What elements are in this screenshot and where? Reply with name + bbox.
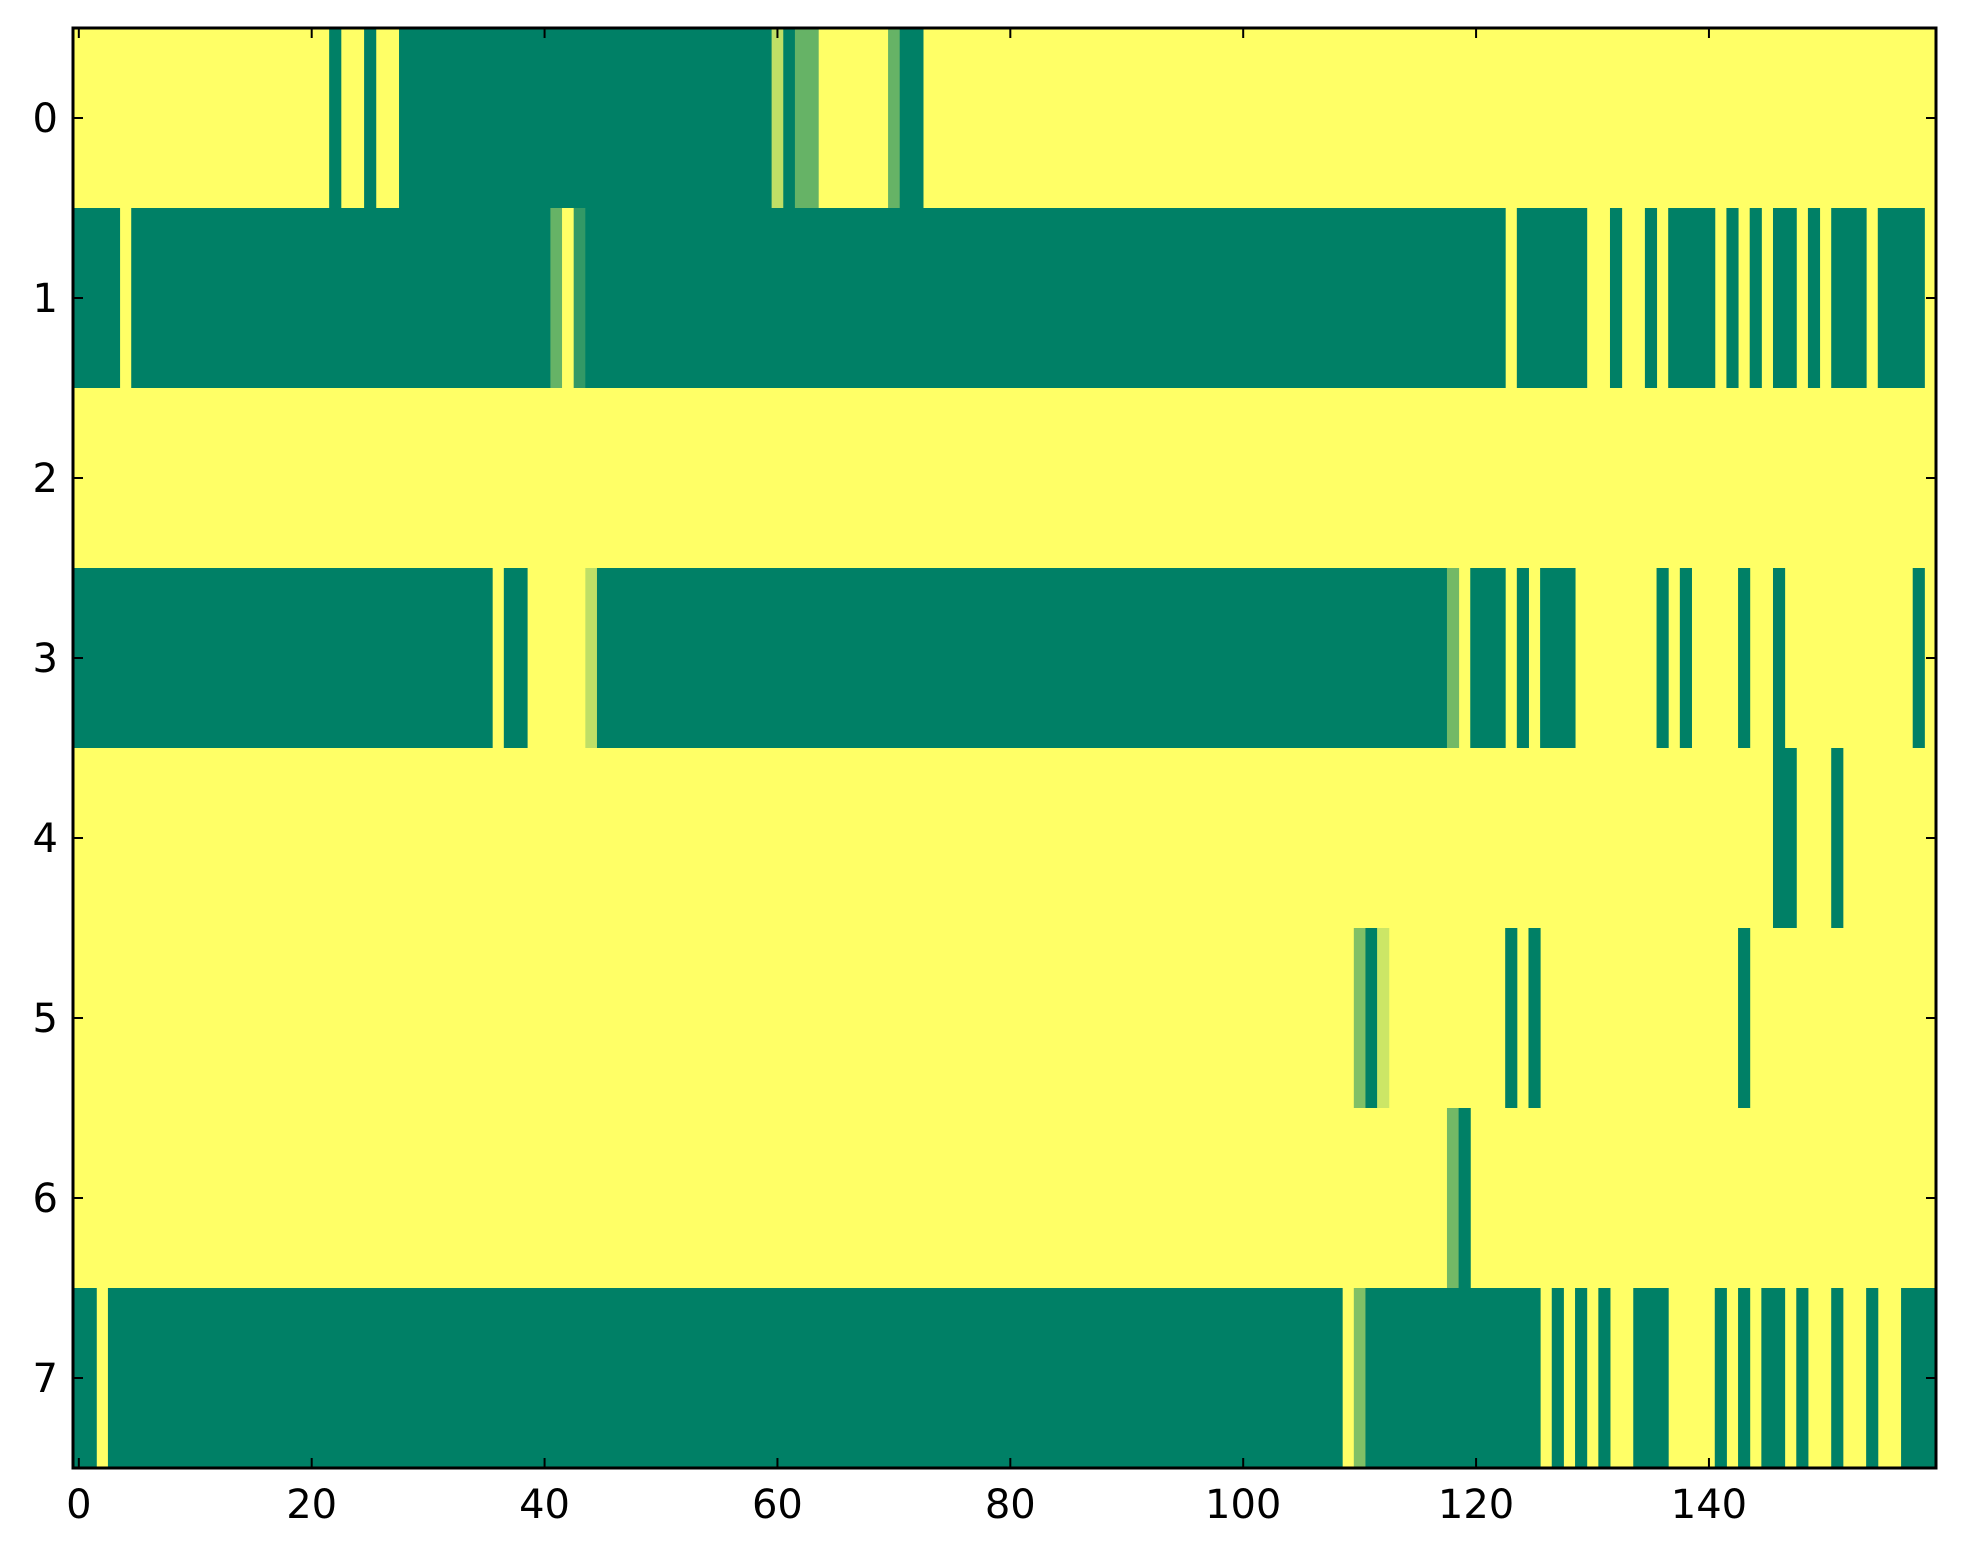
- heatmap-cell: [1738, 1288, 1751, 1469]
- heatmap-cell: [1679, 568, 1692, 749]
- x-tick-label: 100: [1205, 1482, 1281, 1528]
- heatmap-cell: [899, 28, 912, 209]
- heatmap-cell: [1353, 928, 1366, 1109]
- plot-frame: [71, 26, 1938, 1470]
- heatmap-cell: [1516, 568, 1529, 749]
- heatmap-cells: [73, 28, 1937, 1469]
- heatmap-cell: [399, 28, 773, 209]
- heatmap-cell: [596, 568, 1448, 749]
- heatmap-cell: [1516, 208, 1588, 389]
- heatmap-cell: [1738, 928, 1751, 1109]
- heatmap-cell: [364, 28, 377, 209]
- heatmap-cell: [1551, 1288, 1564, 1469]
- heatmap-cell: [1644, 208, 1658, 389]
- x-tick-label: 0: [66, 1482, 91, 1528]
- axis-ticks: [73, 28, 1936, 1468]
- heatmap-cell: [1633, 1288, 1669, 1469]
- heatmap-cell: [1446, 568, 1460, 749]
- x-tick-label: 60: [752, 1482, 803, 1528]
- heatmap-cell: [562, 208, 575, 389]
- heatmap-cell: [1796, 1288, 1809, 1469]
- heatmap-cell: [1609, 208, 1623, 389]
- heatmap-cell: [1831, 1288, 1844, 1469]
- heatmap-cell: [1877, 208, 1925, 389]
- heatmap-cell: [794, 28, 808, 209]
- y-tick-label: 7: [33, 1356, 58, 1402]
- heatmap-cell: [1749, 208, 1762, 389]
- x-tick-label: 120: [1438, 1482, 1514, 1528]
- heatmap-cell: [1738, 568, 1751, 749]
- heatmap-cell: [771, 28, 784, 209]
- heatmap-cell: [911, 28, 924, 209]
- heatmap-cell: [1912, 568, 1925, 749]
- heatmap-cell: [573, 208, 586, 389]
- y-tick-label: 2: [33, 456, 58, 502]
- heatmap-cell: [1540, 568, 1576, 749]
- heatmap-cell: [550, 208, 563, 389]
- heatmap-cell: [888, 28, 901, 209]
- heatmap-cell: [1831, 748, 1844, 929]
- heatmap-row-5: [73, 928, 1937, 1109]
- x-tick-label: 140: [1671, 1482, 1747, 1528]
- heatmap-cell: [585, 568, 598, 749]
- heatmap-cell: [1470, 568, 1506, 749]
- heatmap-cell: [783, 28, 796, 209]
- heatmap-cell: [806, 28, 819, 209]
- heatmap-cell: [1831, 208, 1867, 389]
- heatmap-cell: [1365, 928, 1378, 1109]
- heatmap-row-2: [73, 388, 1937, 569]
- heatmap-cell: [329, 28, 342, 209]
- tick-labels: 0 20 40 60 80 100 120 140 0 1 2 3 4 5 6 7: [33, 96, 1748, 1528]
- y-tick-label: 6: [33, 1176, 58, 1222]
- heatmap-cell: [1575, 1288, 1588, 1469]
- heatmap-cell: [1772, 208, 1797, 389]
- heatmap-cell: [1598, 1288, 1611, 1469]
- heatmap-cell: [503, 568, 528, 749]
- heatmap-cell: [1377, 928, 1390, 1109]
- heatmap-cell: [1726, 208, 1739, 389]
- heatmap-cell: [73, 1288, 97, 1469]
- heatmap-cell: [1772, 748, 1797, 929]
- heatmap-row-0: [73, 28, 1937, 209]
- y-tick-label: 5: [33, 996, 58, 1042]
- heatmap-cell: [107, 1288, 1343, 1469]
- heatmap-cell: [1772, 568, 1786, 749]
- heatmap-cell: [1668, 208, 1716, 389]
- heatmap-cell: [1807, 208, 1821, 389]
- heatmap-cell: [1458, 1108, 1471, 1289]
- heatmap-cell: [1714, 1288, 1727, 1469]
- heatmap-cell: [1656, 568, 1669, 749]
- heatmap-cell: [131, 208, 551, 389]
- heatmap-cell: [585, 208, 1506, 389]
- heatmap-cell: [1446, 1108, 1460, 1289]
- heatmap-row-6: [73, 1108, 1937, 1289]
- x-tick-label: 80: [985, 1482, 1036, 1528]
- heatmap-row-4: [73, 748, 1937, 929]
- y-tick-label: 0: [33, 96, 58, 142]
- heatmap-cell: [1505, 928, 1518, 1109]
- x-tick-label: 40: [519, 1482, 570, 1528]
- heatmap-cell: [1365, 1288, 1541, 1469]
- x-tick-label: 20: [286, 1482, 337, 1528]
- heatmap-cell: [73, 568, 493, 749]
- y-tick-label: 1: [33, 276, 58, 322]
- heatmap-cell: [1761, 1288, 1786, 1469]
- heatmap-cell: [1866, 1288, 1879, 1469]
- heatmap-cell: [1528, 928, 1541, 1109]
- heatmap-cell: [1353, 1288, 1366, 1469]
- y-tick-label: 4: [33, 816, 58, 862]
- y-tick-label: 3: [33, 636, 58, 682]
